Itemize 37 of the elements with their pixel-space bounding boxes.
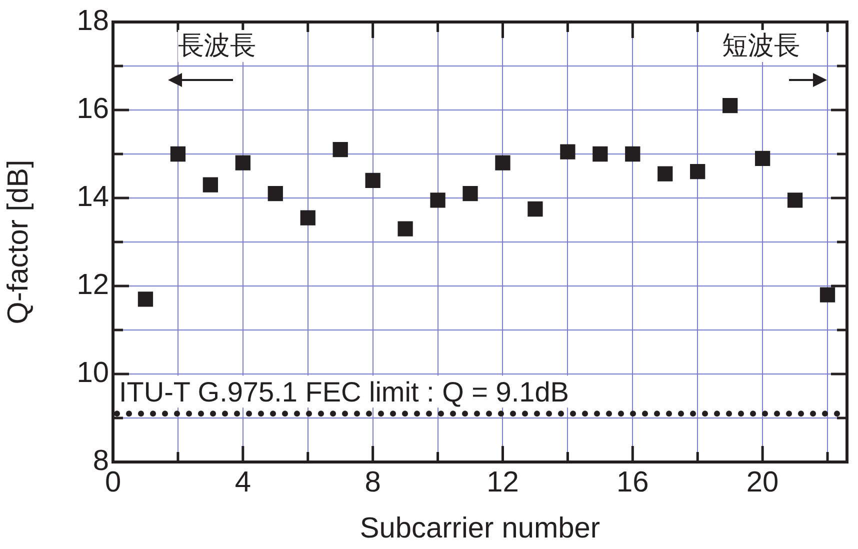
point [592,146,608,162]
point [170,146,186,162]
point [462,186,478,202]
point [787,192,803,208]
x-tick-label: 16 [616,466,649,498]
point [430,192,446,208]
point [560,144,576,160]
point [268,186,283,202]
y-tick-label: 10 [76,357,109,389]
point [300,210,316,226]
point [528,201,543,217]
y-tick-label: 14 [76,181,109,213]
point [332,142,348,158]
point [398,221,413,236]
x-tick-label: 20 [746,466,779,498]
y-tick-label: 18 [76,5,109,37]
x-tick-label: 12 [486,466,519,498]
x-axis-title: Subcarrier number [360,512,600,545]
point [495,155,510,170]
ref-line-label: ITU-T G.975.1 FEC limit : Q = 9.1dB [119,376,569,408]
point [202,177,218,192]
point [754,150,770,166]
point [820,287,836,302]
point [365,172,380,188]
annotation: 長波長 [178,30,256,62]
y-axis-title: Q-factor [dB] [2,160,34,324]
x-tick-label: 8 [364,466,381,498]
point [722,98,738,114]
y-tick-label: 16 [76,93,109,125]
point [138,292,154,307]
point [235,155,250,170]
point [625,146,640,162]
x-tick-label: 4 [234,466,251,498]
point [658,166,673,182]
annotation: 短波長 [722,30,800,62]
y-tick-label: 12 [76,269,109,301]
point [690,164,706,180]
